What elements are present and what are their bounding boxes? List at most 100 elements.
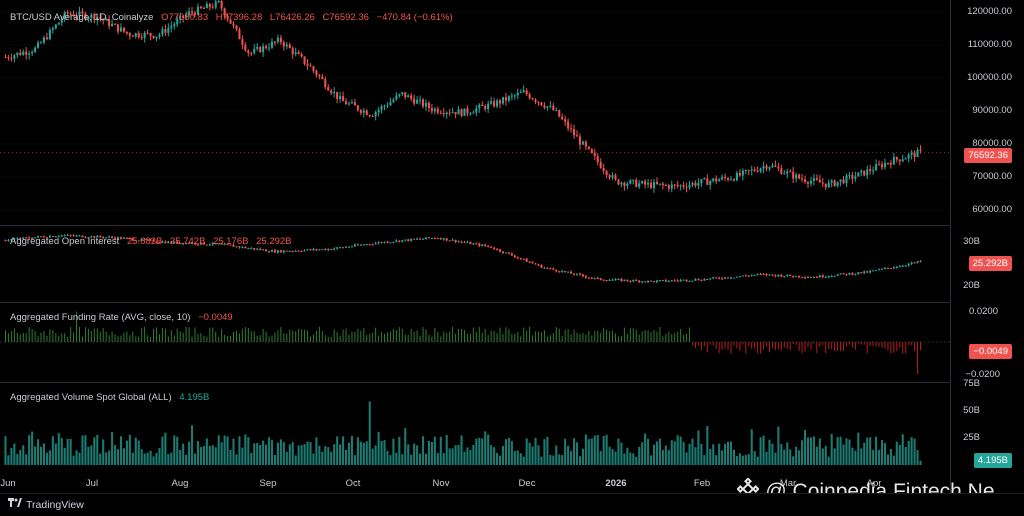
volume-bar	[214, 447, 217, 465]
funding-bar	[182, 332, 184, 342]
oi-candle	[300, 251, 303, 253]
oi-candle	[741, 275, 744, 277]
volume-bar	[63, 447, 66, 465]
funding-bar	[135, 336, 137, 342]
funding-bar	[425, 329, 427, 342]
volume-bar	[69, 438, 72, 465]
oi-candle	[768, 274, 771, 276]
funding-bar	[315, 330, 317, 342]
volume-bar	[809, 437, 812, 465]
pane-divider-oi[interactable]	[0, 225, 950, 226]
oi-candle	[108, 236, 111, 238]
volume-bar	[555, 445, 558, 465]
volume-bar	[854, 450, 857, 465]
oi-candle	[19, 238, 22, 240]
funding-bar	[289, 329, 291, 342]
volume-bar	[718, 443, 721, 465]
volume-bar	[501, 446, 505, 465]
oi-candle	[111, 236, 114, 238]
oi-candle	[140, 238, 143, 241]
funding-bar	[819, 342, 821, 347]
oi-candle	[543, 267, 546, 269]
oi-candle	[63, 235, 66, 237]
funding-bar	[194, 327, 196, 342]
oi-candle	[596, 277, 599, 279]
price-candle	[623, 182, 626, 186]
oi-candle	[590, 277, 593, 279]
volume-bar	[632, 453, 635, 465]
funding-bar	[626, 333, 628, 342]
oi-candle	[913, 262, 916, 264]
oi-candle	[875, 270, 878, 272]
oi-candle	[16, 238, 19, 240]
pane-divider-funding[interactable]	[0, 302, 950, 303]
volume-bar	[519, 453, 522, 465]
volume-bar	[821, 448, 824, 465]
funding-bar	[324, 335, 326, 342]
volume-bar	[454, 445, 457, 465]
price-candle	[31, 52, 34, 54]
volume-bar	[143, 453, 146, 465]
oi-candle	[573, 273, 576, 275]
price-candle	[466, 108, 469, 114]
funding-bar	[517, 331, 519, 342]
volume-bar	[490, 445, 493, 465]
price-candle	[498, 100, 502, 104]
tradingview-logo[interactable]: TradingView	[8, 498, 84, 511]
funding-bar	[884, 342, 886, 349]
funding-bar	[496, 333, 498, 342]
volume-bar	[368, 401, 371, 465]
funding-bar	[280, 327, 282, 342]
price-candle	[913, 152, 916, 158]
oi-candle	[463, 241, 466, 243]
oi-legend: Aggregated Open Interest 25.682B 25.742B…	[10, 236, 297, 247]
oi-candle	[161, 241, 164, 243]
oi-candle	[7, 240, 10, 242]
price-candle	[883, 163, 887, 168]
pane-divider-volume[interactable]	[0, 382, 950, 383]
funding-bar	[597, 330, 599, 342]
oi-candle	[152, 239, 155, 242]
volume-bar	[407, 444, 410, 465]
volume-bar	[635, 456, 638, 465]
funding-bar	[532, 335, 534, 342]
oi-candle	[836, 274, 839, 276]
funding-bar	[774, 342, 776, 350]
oi-candle	[824, 276, 827, 278]
funding-bar	[345, 328, 347, 342]
oi-candle	[611, 279, 614, 281]
price-candle	[765, 166, 768, 169]
volume-bar	[889, 449, 892, 465]
price-candle	[386, 105, 389, 107]
volume-bar	[567, 445, 570, 465]
oi-candle	[466, 241, 469, 243]
chart-canvas[interactable]	[0, 0, 1024, 494]
price-candle	[25, 51, 28, 55]
volume-bar	[146, 452, 149, 465]
volume-bar	[315, 437, 318, 465]
oi-candle	[22, 237, 25, 239]
funding-bar	[902, 342, 904, 354]
funding-bar	[736, 342, 738, 349]
oi-candle	[507, 252, 510, 254]
volume-bar	[436, 452, 439, 465]
price-candle	[688, 184, 691, 188]
funding-bar	[250, 331, 252, 342]
price-candle	[247, 50, 250, 53]
oi-candle	[401, 240, 404, 242]
oi-candle	[726, 277, 730, 279]
price-candle	[350, 102, 353, 104]
oi-candle	[84, 237, 87, 239]
oi-candle	[777, 274, 780, 277]
funding-bar	[378, 335, 380, 342]
funding-bar	[807, 342, 809, 348]
oi-candle	[688, 280, 691, 282]
funding-bar	[662, 336, 664, 342]
price-candle	[744, 170, 747, 172]
price-candle	[703, 178, 706, 180]
volume-bar	[60, 437, 63, 465]
funding-bar	[632, 328, 634, 342]
funding-bar	[304, 329, 306, 342]
oi-candle	[691, 280, 694, 282]
